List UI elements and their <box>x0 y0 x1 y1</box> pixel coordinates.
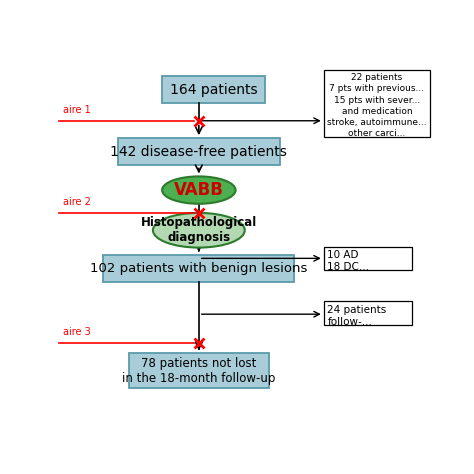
Text: 22 patients: 22 patients <box>351 73 402 82</box>
FancyBboxPatch shape <box>118 138 280 165</box>
Text: VABB: VABB <box>174 181 224 199</box>
FancyBboxPatch shape <box>324 301 412 325</box>
Text: 10 AD: 10 AD <box>328 250 359 260</box>
Text: and medication: and medication <box>342 107 412 116</box>
Text: follow-...: follow-... <box>328 317 372 327</box>
FancyBboxPatch shape <box>103 255 294 282</box>
FancyBboxPatch shape <box>162 76 265 103</box>
Text: aire 2: aire 2 <box>63 197 91 207</box>
FancyBboxPatch shape <box>324 70 430 137</box>
Text: aire 3: aire 3 <box>63 328 91 337</box>
Text: 164 patients: 164 patients <box>170 83 257 97</box>
Text: 78 patients not lost
in the 18-month follow-up: 78 patients not lost in the 18-month fol… <box>122 357 275 385</box>
FancyBboxPatch shape <box>324 246 412 270</box>
Text: 18 DC...: 18 DC... <box>328 262 369 272</box>
Text: other carci...: other carci... <box>348 129 406 138</box>
Ellipse shape <box>162 176 236 204</box>
Text: 24 patients: 24 patients <box>328 305 387 315</box>
Text: stroke, autoimmune...: stroke, autoimmune... <box>327 118 427 127</box>
Text: aire 1: aire 1 <box>63 105 91 115</box>
FancyBboxPatch shape <box>129 354 269 388</box>
Text: Histopathological
diagnosis: Histopathological diagnosis <box>141 216 257 244</box>
Text: 7 pts with previous...: 7 pts with previous... <box>329 84 425 93</box>
Text: 142 disease-free patients: 142 disease-free patients <box>110 145 287 159</box>
Text: 102 patients with benign lesions: 102 patients with benign lesions <box>90 262 308 275</box>
Ellipse shape <box>153 213 245 247</box>
Text: 15 pts with sever...: 15 pts with sever... <box>334 96 420 105</box>
